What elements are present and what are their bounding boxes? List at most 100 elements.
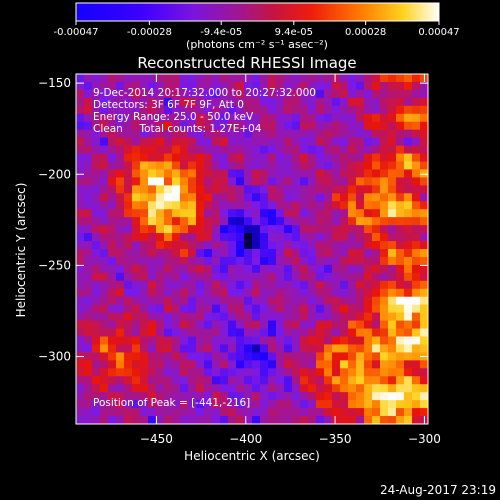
heatmap-cell — [332, 360, 341, 369]
heatmap-cell — [244, 153, 253, 163]
heatmap-cell — [292, 328, 301, 338]
heatmap-cell — [220, 201, 229, 210]
heatmap-cell — [188, 376, 197, 385]
heatmap-cell — [292, 177, 301, 186]
heatmap-cell — [116, 376, 125, 385]
heatmap-cell — [196, 280, 205, 290]
heatmap-cell — [276, 137, 285, 147]
heatmap-cell — [108, 336, 117, 346]
heatmap-cell — [220, 121, 229, 131]
heatmap-cell — [276, 97, 285, 107]
heatmap-cell — [100, 400, 109, 409]
heatmap-cell — [340, 153, 349, 163]
heatmap-cell — [84, 280, 93, 290]
heatmap-cell — [156, 89, 165, 99]
heatmap-cell — [292, 185, 301, 194]
heatmap-cell — [116, 177, 125, 186]
heatmap-cell — [108, 89, 117, 99]
heatmap-cell — [324, 264, 333, 274]
heatmap-cell — [124, 384, 133, 393]
heatmap-cell — [404, 209, 413, 218]
heatmap-cell — [228, 368, 237, 377]
heatmap-cell — [124, 352, 133, 361]
heatmap-cell — [220, 256, 229, 266]
heatmap-cell — [284, 137, 293, 147]
heatmap-cell — [188, 336, 197, 346]
heatmap-cell — [116, 185, 125, 194]
heatmap-cell — [252, 74, 261, 83]
heatmap-cell — [188, 368, 197, 377]
heatmap-cell — [236, 161, 245, 171]
heatmap-cell — [284, 113, 293, 123]
heatmap-cell — [100, 81, 109, 91]
heatmap-cell — [340, 352, 349, 361]
heatmap-cell — [388, 129, 397, 139]
heatmap-cell — [260, 225, 269, 234]
heatmap-cell — [212, 241, 221, 250]
heatmap-cell — [172, 233, 181, 242]
heatmap-cell — [276, 392, 285, 401]
heatmap-cell — [124, 185, 133, 194]
heatmap-cell — [172, 161, 181, 171]
heatmap-cell — [108, 209, 117, 218]
heatmap-cell — [156, 328, 165, 338]
heatmap-cell — [332, 312, 341, 322]
heatmap-cell — [100, 256, 109, 266]
heatmap-cell — [228, 113, 237, 123]
heatmap-cell — [140, 145, 149, 155]
heatmap-cell — [268, 74, 277, 83]
annotation-time-range: 9-Dec-2014 20:17:32.000 to 20:27:32.000 — [93, 87, 316, 99]
heatmap-cell — [164, 177, 173, 186]
heatmap-cell — [236, 201, 245, 210]
heatmap-cell — [180, 121, 189, 131]
heatmap-cell — [364, 416, 373, 424]
heatmap-cell — [204, 360, 213, 369]
heatmap-cell — [132, 280, 141, 290]
heatmap-cell — [404, 81, 413, 91]
heatmap-cell — [76, 256, 85, 266]
heatmap-cell — [212, 105, 221, 115]
heatmap-cell — [356, 408, 365, 417]
heatmap-cell — [404, 352, 413, 361]
heatmap-cell — [140, 264, 149, 274]
heatmap-cell — [140, 209, 149, 218]
heatmap-cell — [316, 97, 325, 107]
heatmap-cell — [284, 328, 293, 338]
heatmap-cell — [156, 217, 165, 226]
y-tick-label: −250 — [38, 258, 71, 272]
heatmap-cell — [308, 296, 317, 306]
heatmap-cell — [252, 249, 261, 258]
heatmap-cell — [236, 312, 245, 322]
heatmap-cell — [188, 89, 197, 99]
heatmap-cell — [164, 201, 173, 210]
heatmap-cell — [380, 233, 389, 242]
heatmap-cell — [244, 249, 253, 258]
heatmap-cell — [188, 209, 197, 218]
heatmap-cell — [324, 296, 333, 306]
heatmap-cell — [260, 153, 269, 163]
heatmap-cell — [124, 201, 133, 210]
heatmap-cell — [196, 360, 205, 369]
heatmap-cell — [164, 105, 173, 115]
heatmap-cell — [236, 280, 245, 290]
heatmap-cell — [180, 97, 189, 107]
heatmap-cell — [180, 193, 189, 202]
heatmap-cell — [356, 280, 365, 290]
heatmap-cell — [116, 384, 125, 393]
heatmap-cell — [324, 217, 333, 226]
heatmap-cell — [356, 209, 365, 218]
heatmap-cell — [292, 320, 301, 330]
heatmap-cell — [412, 384, 421, 393]
heatmap-cell — [244, 97, 253, 107]
heatmap-cell — [420, 121, 428, 131]
heatmap-cell — [412, 209, 421, 218]
heatmap-cell — [84, 161, 93, 171]
heatmap-cell — [228, 121, 237, 131]
heatmap-cell — [420, 400, 428, 409]
heatmap-cell — [308, 193, 317, 202]
heatmap-cell — [148, 137, 157, 147]
heatmap-cell — [108, 145, 117, 155]
heatmap-cell — [132, 392, 141, 401]
heatmap-cell — [356, 81, 365, 91]
heatmap-cell — [148, 185, 157, 194]
